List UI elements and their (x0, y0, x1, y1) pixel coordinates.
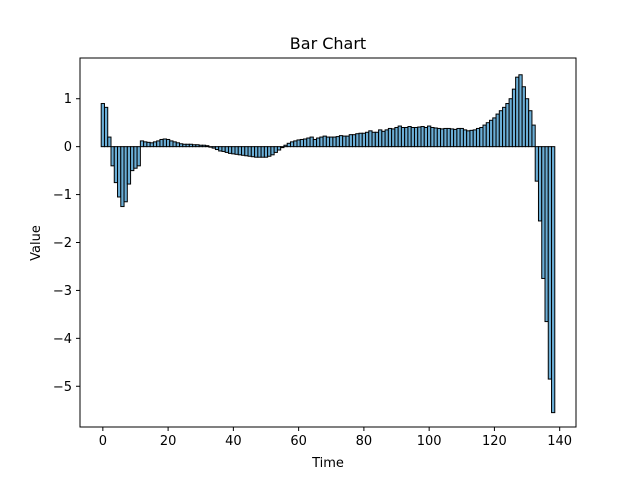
x-tick-label: 140 (547, 434, 572, 449)
x-tick-label: 0 (99, 434, 107, 449)
x-tick-label: 80 (356, 434, 373, 449)
x-tick-label: 100 (417, 434, 442, 449)
y-tick-label: 1 (64, 92, 72, 107)
bar-54 (276, 146, 282, 151)
x-tick-label: 40 (225, 434, 242, 449)
x-tick-label: 120 (482, 434, 507, 449)
y-tick-label: −4 (53, 332, 72, 347)
bars-group (100, 74, 556, 414)
bar-11 (136, 146, 141, 167)
x-tick-label: 60 (290, 434, 307, 449)
bar-138 (551, 146, 556, 414)
x-axis: 0 20 40 60 80 100 120 140 (99, 427, 572, 449)
y-tick-label: −3 (53, 284, 72, 299)
y-tick-label: 0 (64, 140, 72, 155)
chart-title: Bar Chart (290, 34, 366, 53)
y-tick-label: −5 (53, 380, 72, 395)
bar-2 (107, 136, 112, 148)
y-tick-label: −2 (53, 236, 72, 251)
bar-1 (103, 106, 109, 148)
y-tick-label: −1 (53, 188, 72, 203)
y-axis: −5 −4 −3 −2 −1 0 1 (53, 92, 80, 395)
x-tick-label: 20 (160, 434, 177, 449)
y-axis-label: Value (29, 225, 44, 261)
x-axis-label: Time (311, 456, 344, 471)
bar-132 (531, 124, 536, 148)
